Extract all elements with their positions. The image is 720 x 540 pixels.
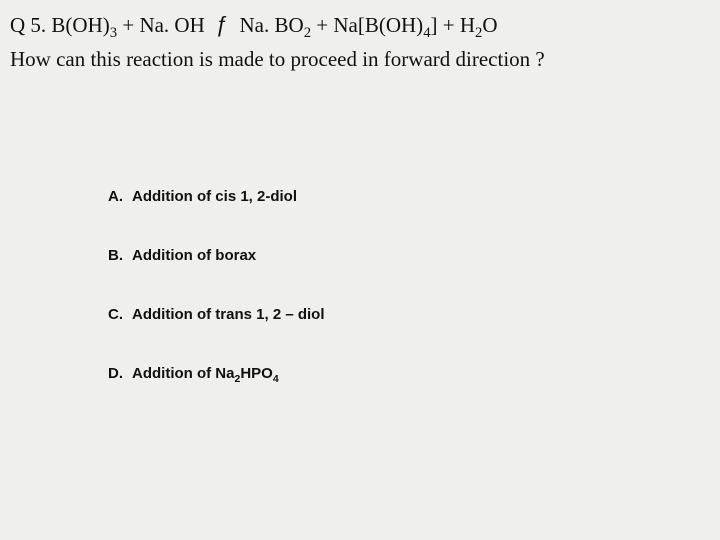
option-text: Addition of borax bbox=[132, 247, 256, 264]
option-a: A. Addition of cis 1, 2-diol bbox=[108, 188, 325, 205]
plus-1: + bbox=[122, 13, 134, 37]
reactant-1-sub: 3 bbox=[110, 25, 117, 41]
reactant-1-prefix: B(OH) bbox=[51, 13, 109, 37]
option-d-prefix: Addition of Na bbox=[132, 365, 234, 382]
options-list: A. Addition of cis 1, 2-diol B. Addition… bbox=[108, 188, 325, 382]
reactant-1: B(OH)3 bbox=[51, 13, 122, 37]
product-2-prefix: Na[B(OH) bbox=[333, 13, 423, 37]
option-label: C. bbox=[108, 306, 132, 323]
question-block: Q 5. B(OH)3 + Na. OH ƒ Na. BO2 + Na[B(OH… bbox=[10, 10, 710, 74]
question-text: How can this reaction is made to proceed… bbox=[10, 45, 710, 74]
product-2-sub: 4 bbox=[423, 25, 430, 41]
product-1-prefix: Na. BO bbox=[240, 13, 304, 37]
plus-2: + bbox=[316, 13, 328, 37]
slide: Q 5. B(OH)3 + Na. OH ƒ Na. BO2 + Na[B(OH… bbox=[0, 0, 720, 540]
option-text: Addition of trans 1, 2 – diol bbox=[132, 306, 325, 323]
product-3: H2O bbox=[460, 13, 498, 37]
reaction-arrow-icon: ƒ bbox=[210, 10, 234, 41]
question-equation: Q 5. B(OH)3 + Na. OH ƒ Na. BO2 + Na[B(OH… bbox=[10, 10, 710, 41]
option-text: Addition of cis 1, 2-diol bbox=[132, 188, 297, 205]
product-2: Na[B(OH)4] bbox=[333, 13, 442, 37]
option-text: Addition of Na2HPO4 bbox=[132, 365, 279, 382]
plus-3: + bbox=[443, 13, 455, 37]
option-c: C. Addition of trans 1, 2 – diol bbox=[108, 306, 325, 323]
product-3-prefix: H bbox=[460, 13, 475, 37]
option-d: D. Addition of Na2HPO4 bbox=[108, 365, 325, 382]
product-1-sub: 2 bbox=[304, 25, 311, 41]
option-label: A. bbox=[108, 188, 132, 205]
product-3-suffix: O bbox=[482, 13, 497, 37]
option-b: B. Addition of borax bbox=[108, 247, 325, 264]
reactant-2: Na. OH bbox=[139, 13, 204, 37]
product-1: Na. BO2 bbox=[240, 13, 317, 37]
question-number: Q 5. bbox=[10, 13, 46, 37]
option-label: D. bbox=[108, 365, 132, 382]
option-d-sub2: 4 bbox=[273, 373, 279, 385]
option-label: B. bbox=[108, 247, 132, 264]
option-d-mid: HPO bbox=[240, 365, 273, 382]
product-2-suffix: ] bbox=[431, 13, 438, 37]
